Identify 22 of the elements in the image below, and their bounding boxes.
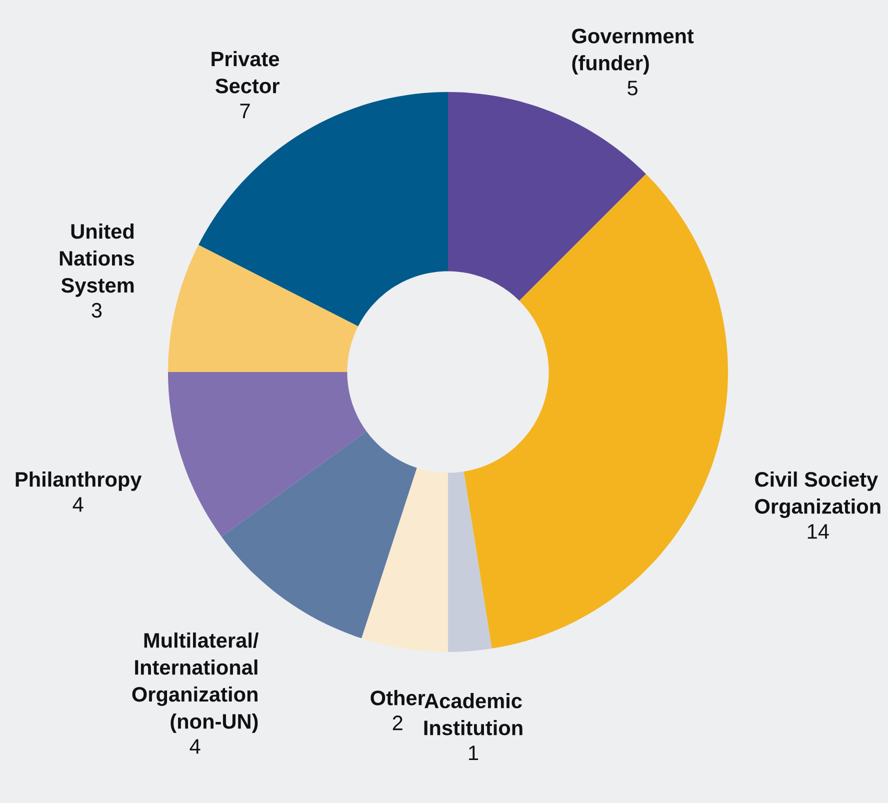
donut-slice: [198, 92, 448, 326]
donut-slice: [168, 372, 366, 537]
slice-label: Academic Institution: [424, 693, 522, 736]
data-label: 2: [392, 716, 402, 730]
slice-label: Philanthropy: [16, 472, 142, 491]
slice-label: Multilateral/ International Organization (non-UN): [132, 632, 259, 733]
donut-slice: [168, 244, 358, 372]
slice-label: Civil Society Organization: [755, 472, 880, 518]
data-label: 5: [628, 80, 638, 96]
donut-slice: [464, 174, 728, 649]
slice-label: Other: [370, 690, 426, 706]
data-label: 4: [72, 497, 84, 512]
data-label: 4: [190, 739, 200, 754]
donut-slice: [361, 468, 448, 652]
slice-label: United Nations System: [60, 223, 134, 297]
data-label: 14: [808, 524, 829, 539]
data-label: 1: [469, 746, 478, 760]
donut-slice: [448, 472, 492, 652]
slice-label: Government (funder): [572, 28, 694, 75]
data-label: 3: [92, 302, 102, 318]
data-label: 7: [240, 104, 250, 118]
slice-label: Private Sector: [212, 51, 280, 94]
